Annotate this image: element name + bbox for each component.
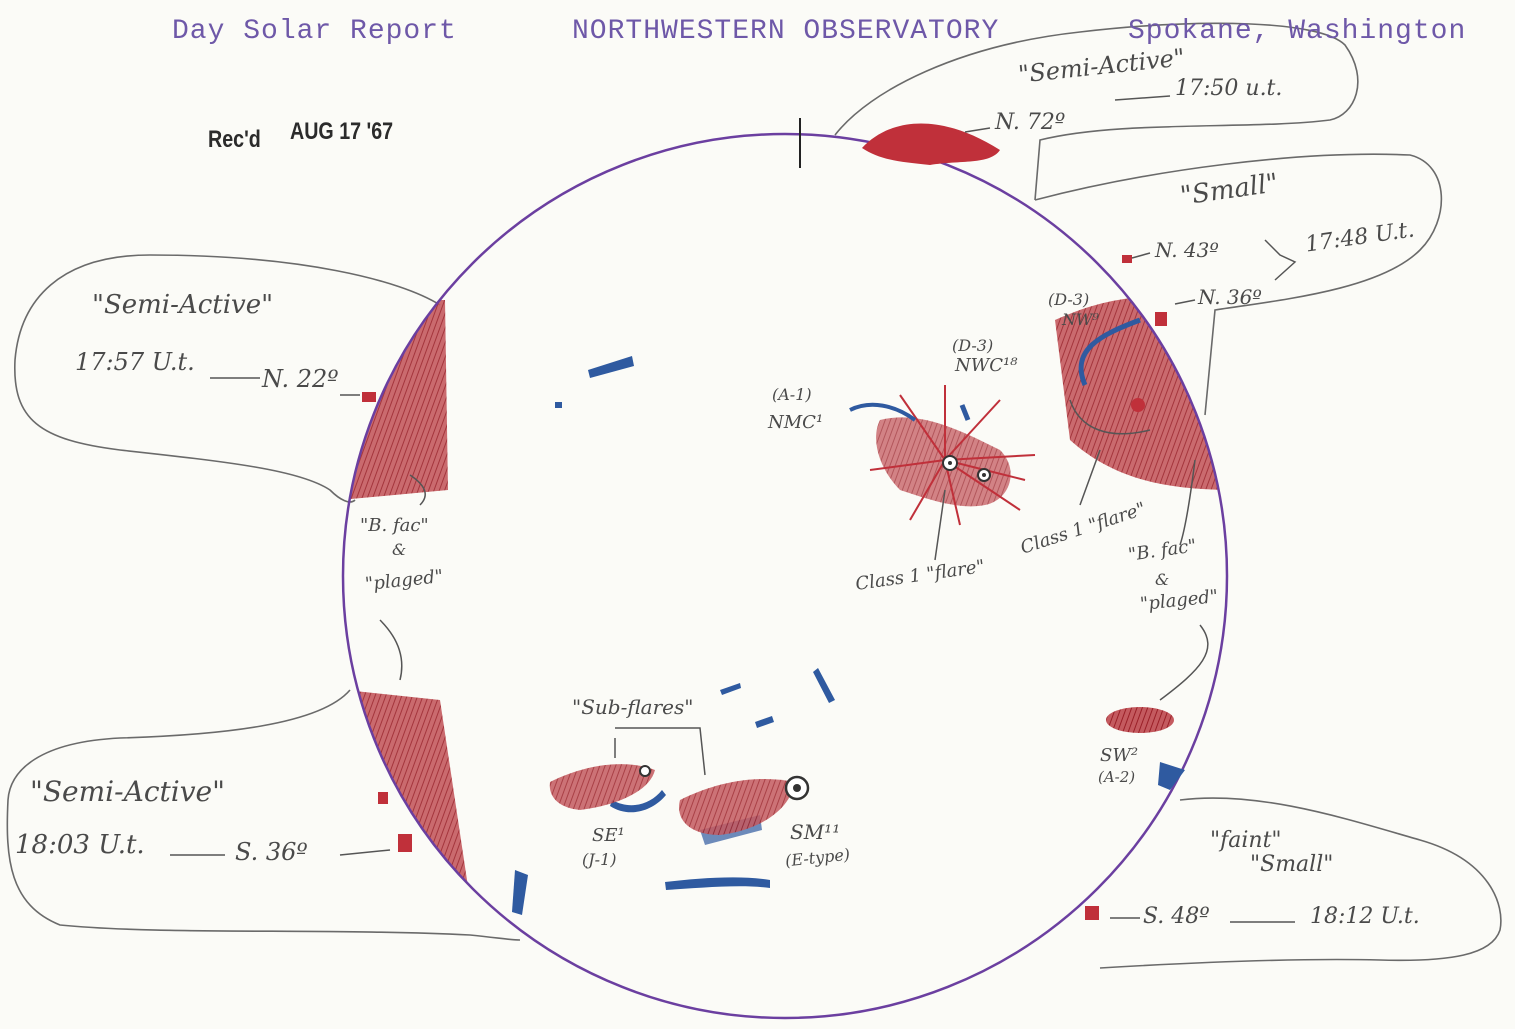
region-sm11 (679, 779, 795, 835)
note-ne-mid-lat2: N. 36º (1198, 285, 1262, 309)
note-w-activity: "Semi-Active" (92, 290, 273, 320)
label-amp-left: & (392, 540, 406, 559)
plage-west-south (340, 690, 470, 900)
received-stamp-label: Rec'd (208, 126, 261, 154)
prominence-w-small (378, 792, 388, 804)
label-group-d3-limb-class: (D-3) (1048, 290, 1089, 309)
solar-limb (343, 134, 1227, 1018)
note-w-latitude: N. 22º (262, 365, 339, 393)
note-sw-time: 18:03 U.t. (15, 830, 145, 860)
balloon-se (1100, 798, 1501, 968)
label-group-a1-class: (A-1) (772, 385, 812, 404)
filament-3 (813, 668, 835, 703)
balloon-ne-top (835, 23, 1358, 200)
filament-6 (665, 877, 770, 890)
label-amp-right: & (1155, 570, 1169, 589)
prominence-n22 (362, 392, 376, 402)
prominence-s36 (398, 834, 412, 852)
label-group-sw-class: (A-2) (1098, 768, 1135, 786)
label-group-sm-name: SM¹¹ (790, 820, 840, 844)
label-bfac-left: "B. fac" (360, 515, 429, 536)
note-ne-top-time: 17:50 u.t. (1175, 76, 1282, 101)
label-group-a1-name: NMC¹ (768, 412, 823, 433)
filament-8 (512, 870, 528, 915)
note-se-activity2: "Small" (1250, 852, 1333, 877)
region-sw2 (1106, 707, 1174, 733)
label-group-d3-center-class: (D-3) (952, 336, 993, 355)
note-se-time: 18:12 U.t. (1310, 904, 1420, 929)
prominence-n36 (1155, 312, 1167, 326)
filament-9 (1158, 762, 1185, 790)
label-group-d3-center-name: NWC¹⁸ (955, 355, 1017, 376)
label-group-sw-name: SW² (1100, 745, 1138, 766)
filament-2 (555, 402, 562, 408)
filament-4 (755, 716, 774, 728)
filament-1 (588, 356, 634, 378)
label-group-se-class: (J-1) (582, 850, 616, 869)
prominence-n43 (1122, 255, 1132, 263)
report-title: Day Solar Report (172, 16, 457, 47)
note-ne-mid-lat1: N. 43º (1155, 238, 1219, 262)
prominence-s48 (1085, 906, 1099, 920)
received-stamp-date: AUG 17 '67 (290, 118, 393, 146)
note-se-latitude: S. 48º (1143, 904, 1210, 929)
observatory-name: NORTHWESTERN OBSERVATORY (572, 16, 999, 47)
note-ne-top-latitude: N. 72º (995, 110, 1065, 135)
label-group-d3-limb-name: NW⁹ (1062, 310, 1099, 329)
label-subflares: "Sub-flares" (572, 695, 693, 719)
label-group-se-name: SE¹ (592, 825, 625, 846)
note-sw-activity: "Semi-Active" (30, 775, 225, 808)
observatory-location: Spokane, Washington (1128, 16, 1466, 47)
note-se-activity1: "faint" (1210, 828, 1282, 853)
note-w-time: 17:57 U.t. (75, 348, 195, 376)
subflare-regions (550, 707, 1174, 835)
note-sw-latitude: S. 36º (235, 838, 308, 866)
filament-5 (720, 683, 741, 695)
